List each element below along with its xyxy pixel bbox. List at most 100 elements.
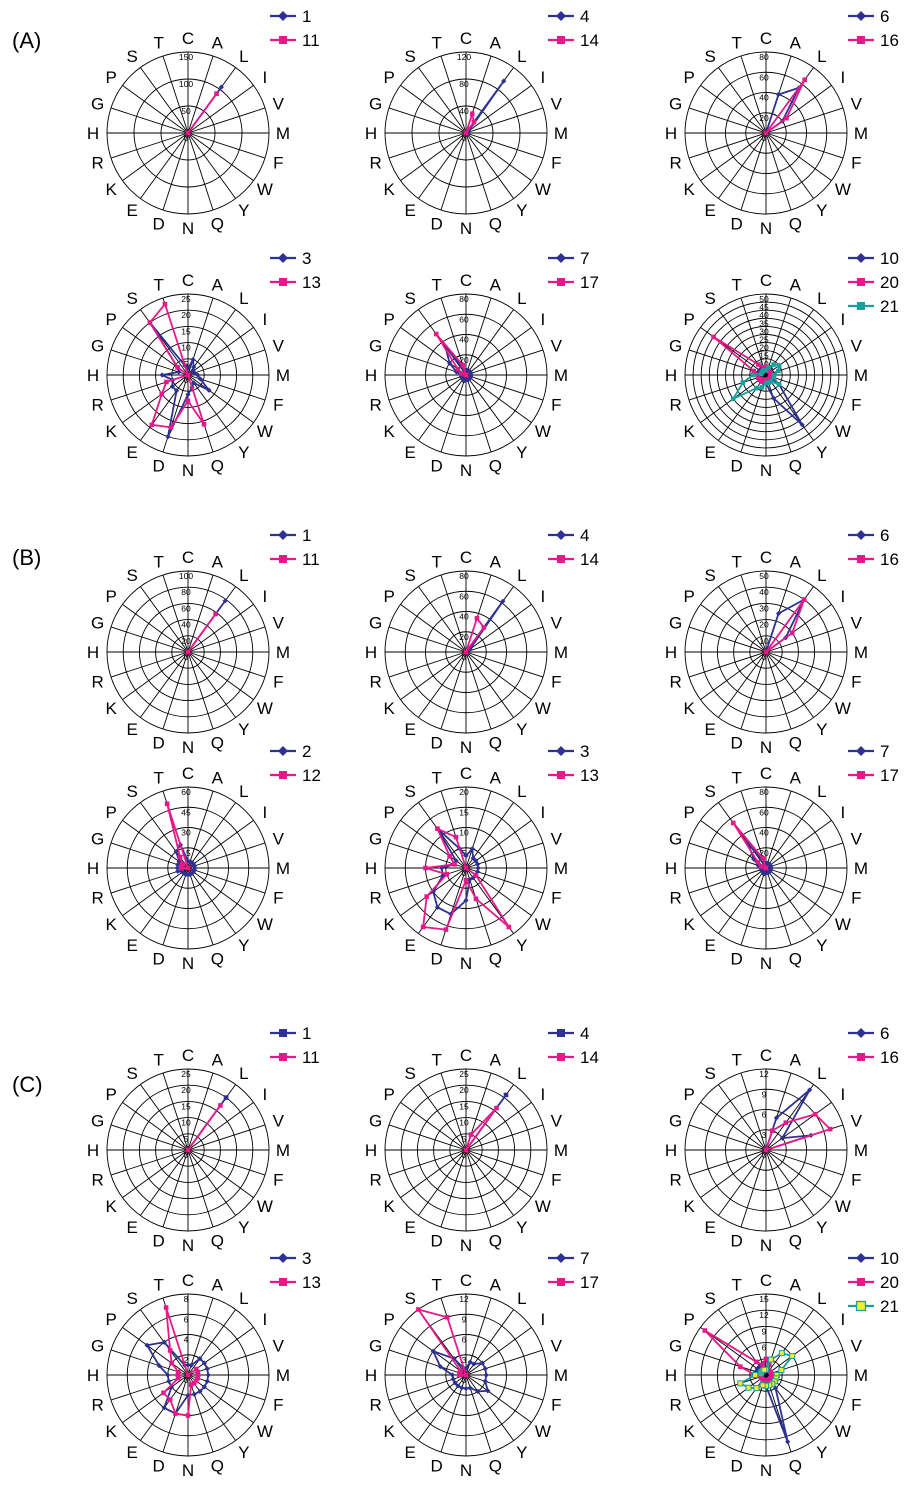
category-label: A — [790, 276, 802, 295]
data-point — [443, 927, 449, 932]
data-point — [807, 1087, 813, 1093]
legend-marker — [556, 746, 566, 756]
grid-spoke — [400, 1102, 467, 1151]
tick-label: 40 — [759, 93, 769, 103]
category-label: R — [370, 395, 382, 414]
data-point — [463, 1147, 469, 1153]
grid-spoke — [187, 85, 254, 134]
category-label: C — [760, 1046, 772, 1065]
category-label: N — [760, 954, 772, 973]
category-label: I — [262, 310, 267, 329]
legend-label: 4 — [580, 1024, 589, 1043]
tick-label: 30 — [759, 326, 769, 336]
data-point — [471, 1361, 477, 1367]
grid-spoke — [465, 1374, 532, 1423]
legend-label: 16 — [880, 1048, 899, 1067]
data-point — [201, 1360, 207, 1366]
grid-spoke — [465, 132, 544, 159]
grid-spoke — [765, 132, 832, 181]
legend-marker — [857, 36, 865, 44]
grid-spoke — [765, 651, 814, 718]
category-label: F — [551, 1395, 561, 1414]
legend-marker — [857, 1278, 865, 1286]
data-point — [448, 911, 454, 917]
category-label: Q — [211, 733, 224, 752]
grid-spoke — [187, 1072, 214, 1151]
data-point — [185, 1413, 191, 1418]
legend-marker — [856, 11, 866, 21]
category-label: W — [835, 915, 851, 934]
data-point — [506, 924, 512, 930]
tick-label: 80 — [759, 52, 769, 62]
series-line — [765, 79, 806, 134]
grid-spoke — [465, 1124, 544, 1151]
category-label: I — [840, 1310, 845, 1329]
grid-spoke — [187, 374, 236, 441]
tick-label: 25 — [181, 1069, 191, 1079]
category-label: M — [276, 366, 290, 385]
data-point — [185, 372, 191, 378]
category-label: G — [669, 1112, 682, 1131]
grid-spoke — [765, 132, 814, 199]
tick-label: 9 — [762, 1089, 767, 1099]
category-label: M — [854, 124, 868, 143]
category-label: Y — [516, 443, 527, 462]
data-point — [444, 1314, 450, 1320]
grid-spoke — [187, 802, 236, 869]
category-label: E — [126, 1443, 137, 1462]
data-point — [185, 130, 191, 136]
category-label: H — [87, 643, 99, 662]
tick-label: 20 — [181, 636, 191, 646]
tick-label: 40 — [181, 620, 191, 630]
category-label: I — [262, 803, 267, 822]
category-label: R — [92, 395, 104, 414]
data-point — [191, 364, 197, 370]
data-point — [204, 1366, 210, 1372]
grid-spoke — [400, 1149, 467, 1198]
category-label: Y — [238, 936, 249, 955]
grid-spoke — [688, 1349, 767, 1376]
grid-spoke — [400, 327, 467, 376]
grid-spoke — [465, 790, 492, 869]
data-point — [474, 861, 481, 867]
category-label: W — [835, 422, 851, 441]
legend-marker — [279, 1053, 287, 1061]
grid-spoke — [418, 651, 467, 718]
grid-spoke — [187, 107, 266, 134]
legend-label: 7 — [880, 742, 889, 761]
grid-spoke — [765, 867, 844, 894]
grid-spoke — [122, 132, 189, 181]
grid-spoke — [122, 604, 189, 653]
category-label: R — [92, 888, 104, 907]
category-label: L — [817, 566, 826, 585]
legend-label: 1 — [302, 526, 311, 545]
data-point — [173, 388, 180, 394]
data-point — [467, 1359, 473, 1365]
grid-spoke — [162, 1149, 189, 1228]
legend-label: 13 — [302, 1273, 321, 1292]
category-label: K — [105, 422, 117, 441]
radar-chart: 604530150CALIVMFWYQNDEKRHGPST212 — [87, 742, 321, 973]
category-label: C — [182, 271, 194, 290]
category-label: P — [683, 68, 694, 87]
grid-spoke — [718, 1149, 767, 1216]
category-label: D — [731, 1456, 743, 1475]
category-label: R — [92, 153, 104, 172]
category-label: D — [153, 949, 165, 968]
legend-marker — [278, 530, 288, 540]
grid-spoke — [688, 132, 767, 159]
tick-label: 15 — [759, 351, 769, 361]
data-point — [755, 375, 761, 380]
grid-spoke — [688, 626, 767, 653]
grid-spoke — [388, 651, 467, 678]
category-label: V — [273, 1337, 285, 1356]
data-point — [147, 320, 153, 325]
legend-marker — [557, 1029, 565, 1037]
grid-spoke — [418, 1149, 467, 1216]
data-point — [501, 78, 507, 84]
tick-label: 10 — [459, 828, 469, 838]
tick-label: 60 — [459, 314, 469, 324]
category-label: A — [790, 1051, 802, 1070]
data-point — [163, 1305, 169, 1310]
